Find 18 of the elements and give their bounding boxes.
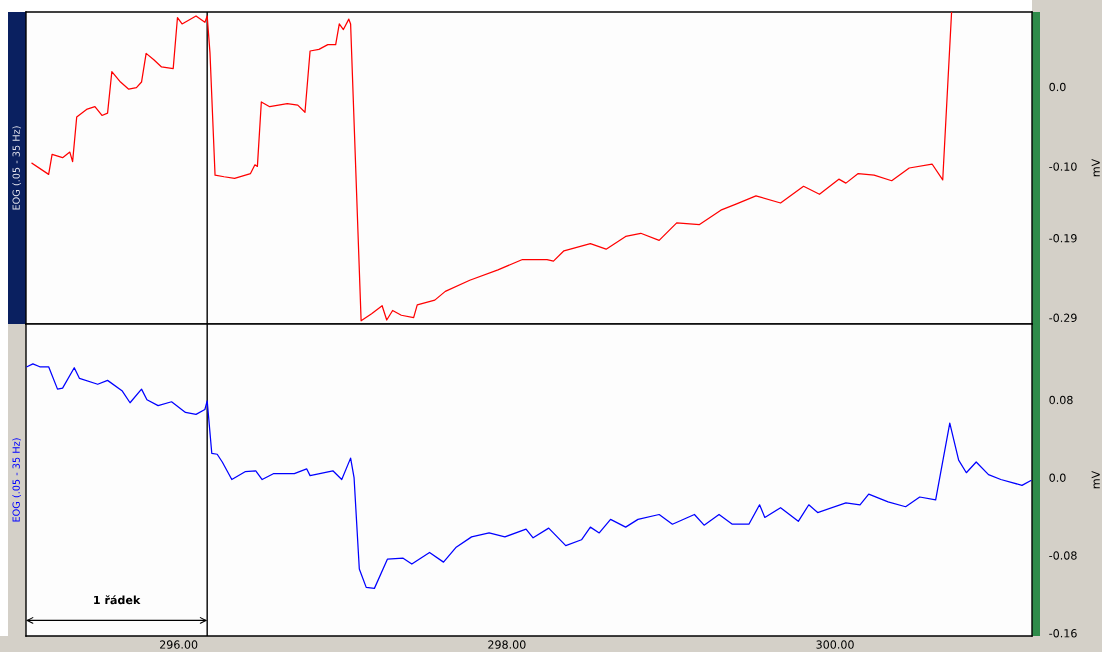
y-tick-label: 0.08 [1049, 395, 1073, 405]
y-tick-label: -0.10 [1049, 162, 1077, 171]
y-tick-label: -0.16 [1049, 629, 1077, 638]
y-tick-label: 0.0 [1049, 473, 1066, 482]
y-tick-label: -0.08 [1049, 551, 1077, 560]
x-tick-label: 298.00 [488, 640, 526, 649]
y-tick-label: 0.0 [1049, 82, 1066, 92]
y-tick-label: -0.19 [1049, 234, 1077, 243]
line-series [26, 363, 1032, 589]
text: EOG (.05 - 35 Hz) [12, 126, 21, 210]
annotation: 1 řádek [94, 595, 141, 605]
y-axis-title: mV [1091, 470, 1100, 489]
x-tick-label: 296.00 [160, 640, 198, 649]
text: EOG (.05 - 35 Hz) [12, 438, 21, 522]
line-series [31, 12, 953, 322]
y-tick-label: -0.29 [1049, 313, 1077, 323]
y-axis-title: mV [1091, 158, 1100, 177]
x-tick-label: 300.00 [816, 640, 854, 649]
